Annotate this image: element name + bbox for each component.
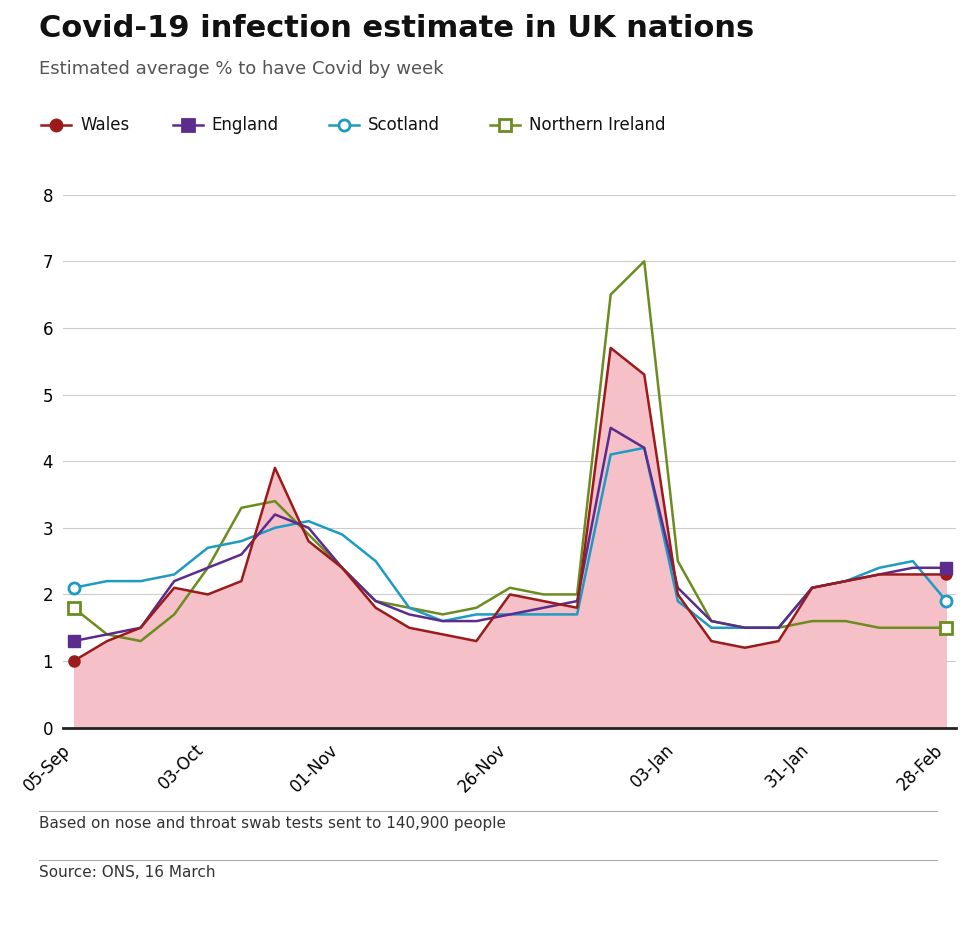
Text: Covid-19 infection estimate in UK nations: Covid-19 infection estimate in UK nation… [39, 14, 754, 43]
Text: Wales: Wales [80, 116, 129, 134]
Text: B: B [864, 880, 877, 898]
Text: England: England [212, 116, 279, 134]
Text: Source: ONS, 16 March: Source: ONS, 16 March [39, 865, 216, 880]
Text: Based on nose and throat swab tests sent to 140,900 people: Based on nose and throat swab tests sent… [39, 816, 506, 831]
Text: Estimated average % to have Covid by week: Estimated average % to have Covid by wee… [39, 60, 444, 78]
Text: Northern Ireland: Northern Ireland [529, 116, 666, 134]
Text: B: B [898, 880, 912, 898]
Text: Scotland: Scotland [368, 116, 440, 134]
Text: C: C [932, 880, 946, 898]
